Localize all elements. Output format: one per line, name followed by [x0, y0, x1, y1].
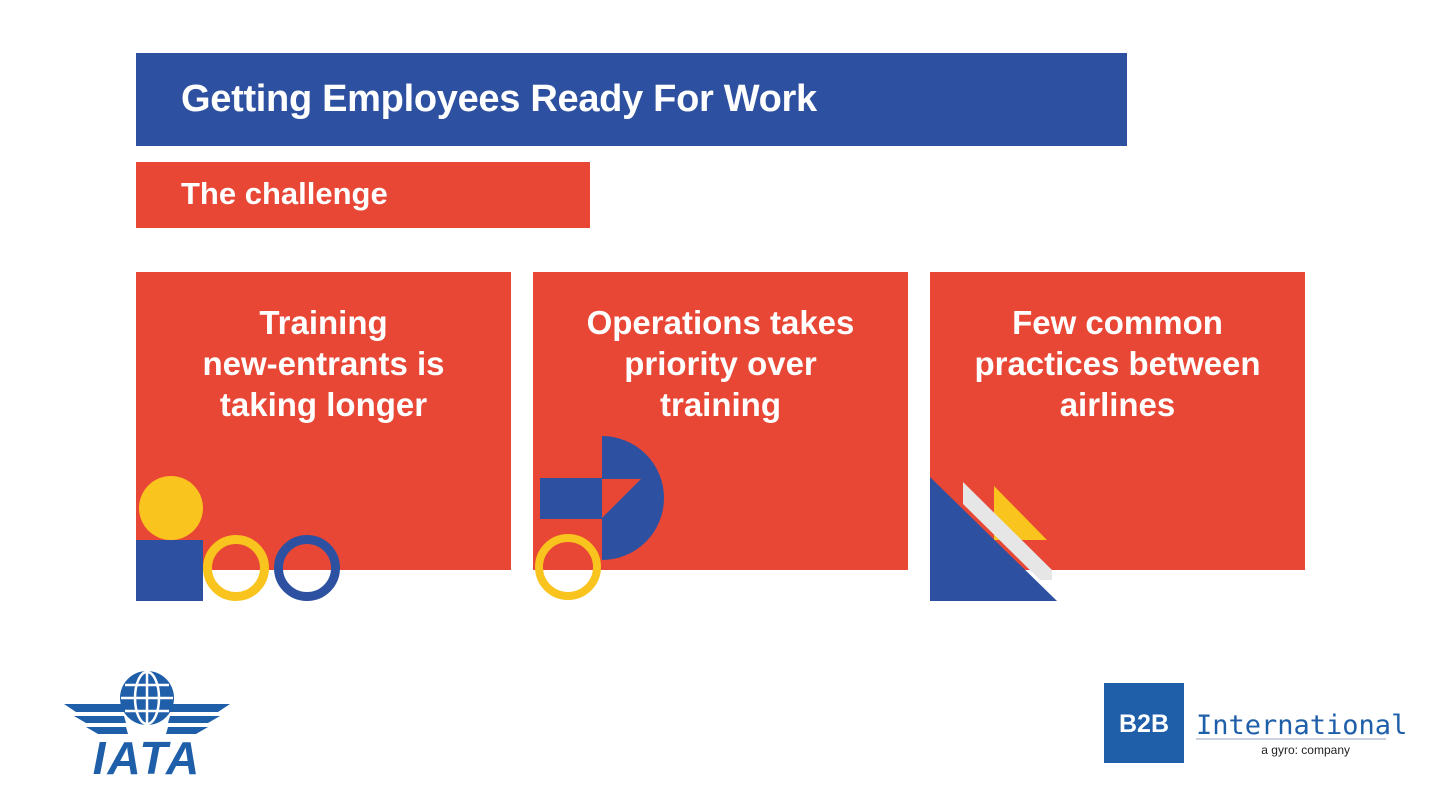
- yellow-circle-shape: [139, 476, 203, 540]
- globe-icon: [120, 670, 174, 726]
- red-notch-shape: [602, 479, 641, 518]
- wings-icon: [64, 704, 230, 734]
- subtitle-banner: The challenge: [136, 162, 590, 228]
- slide-subtitle: The challenge: [181, 176, 388, 211]
- blue-block-shape: [181, 540, 203, 601]
- card-text: Few common practices between airlines: [974, 304, 1261, 423]
- yellow-ring-shape: [535, 534, 601, 600]
- b2b-logo-mark: B2B: [1119, 710, 1169, 738]
- card-text: Operations takes priority over training: [586, 304, 855, 423]
- blue-triangle-shape: [930, 477, 1057, 601]
- b2b-logo: B2B International a gyro: company: [1104, 683, 1407, 763]
- b2b-logo-box: [1104, 683, 1184, 763]
- challenge-card-operations: Operations takes priority over training: [533, 272, 908, 570]
- blue-bar-shape: [540, 478, 602, 519]
- card-2-shapes: [535, 436, 664, 600]
- card-1-shapes: [136, 476, 340, 601]
- b2b-logo-tagline: a gyro: company: [1261, 743, 1350, 757]
- yellow-ring-shape: [203, 535, 269, 601]
- blue-ring-shape: [274, 535, 340, 601]
- challenge-card-practices: Few common practices between airlines: [930, 272, 1305, 570]
- title-banner: Getting Employees Ready For Work: [136, 53, 1127, 146]
- iata-logo: IATA: [64, 670, 230, 784]
- blue-half-circle-shape: [602, 436, 664, 560]
- grey-stripe-shape: [963, 482, 1052, 580]
- iata-wordmark: IATA: [93, 732, 202, 784]
- b2b-logo-name: International: [1196, 710, 1407, 741]
- card-3-shapes: [930, 477, 1057, 601]
- slide-title: Getting Employees Ready For Work: [181, 78, 817, 120]
- card-text: Training new-entrants is taking longer: [202, 304, 445, 423]
